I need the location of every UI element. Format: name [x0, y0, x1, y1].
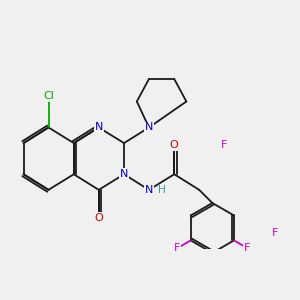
Text: N: N — [145, 185, 153, 195]
Text: N: N — [145, 122, 153, 133]
Text: F: F — [272, 228, 278, 238]
Text: F: F — [174, 243, 180, 253]
Text: Cl: Cl — [43, 91, 54, 101]
Text: O: O — [170, 140, 178, 151]
Text: H: H — [158, 185, 166, 195]
Text: N: N — [120, 169, 128, 179]
Text: F: F — [244, 243, 250, 253]
Text: N: N — [94, 122, 103, 133]
Text: O: O — [94, 213, 103, 223]
Text: F: F — [221, 140, 228, 151]
